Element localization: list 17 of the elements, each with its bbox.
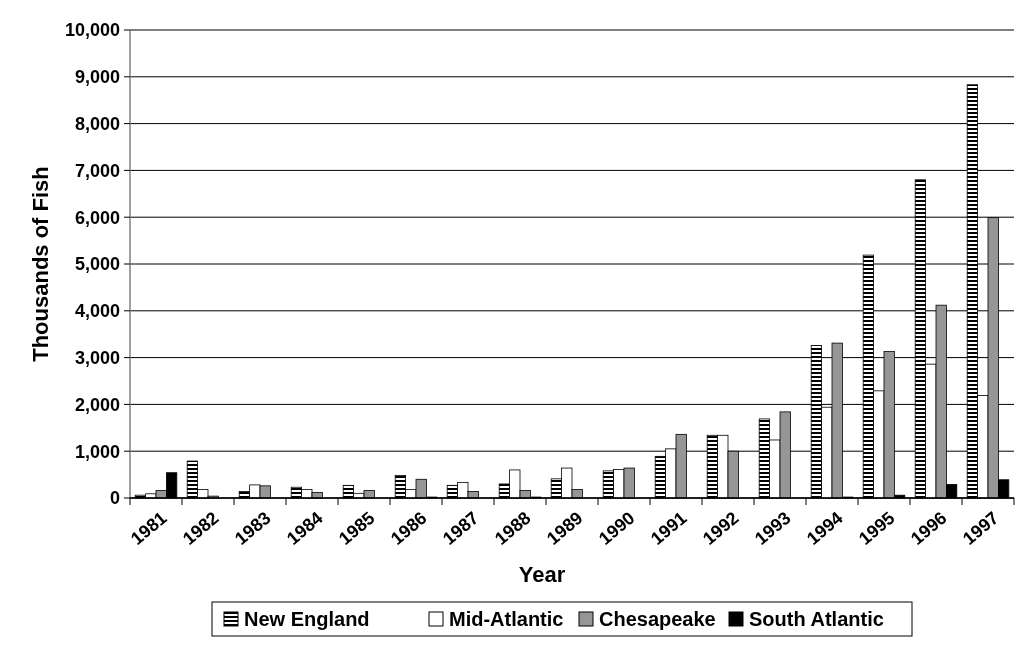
y-tick-label: 10,000 (64, 20, 120, 41)
x-axis-title: Year (518, 562, 566, 587)
y-tick-label: 4,000 (74, 301, 120, 322)
y-tick-label: 0 (109, 488, 120, 509)
legend-label: Chesapeake (599, 608, 716, 630)
y-tick-label: 3,000 (74, 347, 120, 368)
y-tick-label: 2,000 (74, 394, 120, 415)
y-tick-label: 6,000 (74, 207, 120, 228)
y-tick-label: 7,000 (74, 160, 120, 181)
legend-label: Mid-Atlantic (449, 608, 564, 630)
y-tick-label: 5,000 (74, 254, 120, 275)
y-tick-label: 9,000 (74, 67, 120, 88)
y-tick-label: 1,000 (74, 441, 120, 462)
legend-label: New England (244, 608, 370, 630)
y-tick-label: 8,000 (74, 113, 120, 134)
y-axis-title: Thousands of Fish (28, 166, 53, 362)
legend-label: South Atlantic (749, 608, 884, 630)
